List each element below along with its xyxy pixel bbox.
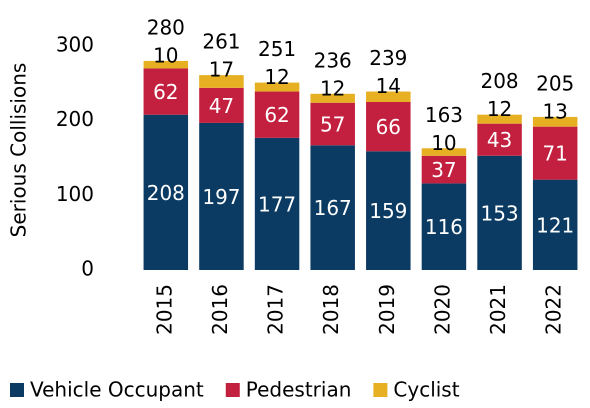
total-label: 205 xyxy=(536,71,574,95)
bar-segment xyxy=(310,145,355,270)
bar-segment xyxy=(199,75,244,88)
total-label: 208 xyxy=(480,69,518,93)
data-label: 12 xyxy=(264,65,289,89)
y-tick-label: 300 xyxy=(56,33,94,57)
data-label: 12 xyxy=(320,76,345,100)
data-label: 121 xyxy=(536,213,574,237)
data-label: 159 xyxy=(369,199,407,223)
bar-segment xyxy=(254,137,300,270)
y-tick-label: 200 xyxy=(56,107,94,131)
y-tick-label: 100 xyxy=(56,182,94,206)
data-label: 12 xyxy=(487,97,512,121)
total-label: 236 xyxy=(314,48,352,72)
legend-swatch xyxy=(225,383,240,397)
x-tick-label: 2020 xyxy=(430,284,454,335)
data-label: 167 xyxy=(314,196,352,220)
bar-segment xyxy=(477,155,522,270)
data-label: 177 xyxy=(258,192,296,216)
bar-segment xyxy=(199,87,244,123)
bar-segment xyxy=(310,93,355,103)
data-label: 71 xyxy=(542,142,567,166)
bar-segment xyxy=(254,82,300,92)
x-tick-label: 2022 xyxy=(542,284,566,335)
y-tick-label: 0 xyxy=(81,257,94,281)
data-label: 13 xyxy=(542,99,567,123)
bar-segment xyxy=(310,102,355,146)
data-label: 47 xyxy=(209,94,234,118)
data-label: 62 xyxy=(264,103,289,127)
total-label: 251 xyxy=(258,37,296,61)
bar-segment xyxy=(421,155,467,184)
total-label: 261 xyxy=(202,30,240,54)
legend-swatch xyxy=(373,383,388,397)
bar-segment xyxy=(421,183,467,270)
bar-segment xyxy=(366,91,411,102)
bar-segment xyxy=(254,91,300,138)
bar-segment xyxy=(199,122,244,270)
x-tick-label: 2021 xyxy=(486,284,510,335)
bar-segment xyxy=(532,126,578,180)
legend-label: Vehicle Occupant xyxy=(30,378,204,402)
data-label: 153 xyxy=(480,201,518,225)
data-label: 43 xyxy=(487,128,512,152)
data-label: 17 xyxy=(209,58,234,82)
bar-segment xyxy=(143,114,189,271)
x-tick-label: 2016 xyxy=(208,284,232,335)
data-label: 10 xyxy=(431,131,456,155)
data-label: 37 xyxy=(431,158,456,182)
data-label: 57 xyxy=(320,113,345,137)
x-tick-label: 2015 xyxy=(152,284,176,335)
data-label: 116 xyxy=(425,215,463,239)
bar-segment xyxy=(532,179,578,270)
total-label: 163 xyxy=(425,103,463,127)
legend-swatch xyxy=(10,383,24,397)
data-label: 197 xyxy=(202,185,240,209)
bar-segment xyxy=(366,151,411,270)
bar-segment xyxy=(366,102,411,152)
total-label: 280 xyxy=(147,15,185,39)
bar-segment xyxy=(477,114,522,124)
data-label: 62 xyxy=(153,80,178,104)
bar-segment xyxy=(143,60,189,69)
data-label: 14 xyxy=(376,74,401,98)
x-tick-label: 2019 xyxy=(375,284,399,335)
legend-label: Pedestrian xyxy=(246,378,352,402)
total-label: 239 xyxy=(369,46,407,70)
x-tick-label: 2018 xyxy=(319,284,343,335)
bar-segment xyxy=(477,123,522,156)
x-tick-label: 2017 xyxy=(264,284,288,335)
data-label: 10 xyxy=(153,43,178,67)
data-label: 208 xyxy=(147,181,185,205)
data-label: 66 xyxy=(376,115,401,139)
y-axis-label: Serious Collisions xyxy=(7,63,31,238)
bar-segment xyxy=(421,148,467,156)
bar-segment xyxy=(532,116,578,127)
bar-segment xyxy=(143,68,189,115)
legend-label: Cyclist xyxy=(393,378,459,402)
